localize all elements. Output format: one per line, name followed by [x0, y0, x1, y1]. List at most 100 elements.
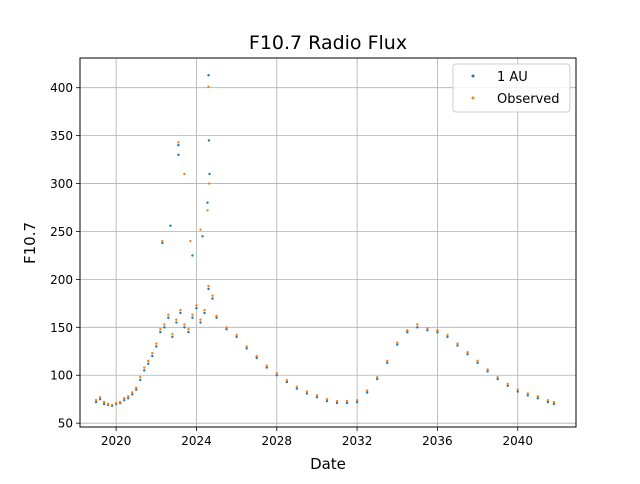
data-point	[207, 139, 211, 142]
data-point	[345, 401, 349, 405]
data-point	[365, 391, 369, 394]
axes-frame	[79, 57, 577, 428]
data-point	[416, 323, 419, 326]
data-point	[102, 402, 106, 406]
data-point	[135, 388, 138, 391]
data-point	[406, 328, 409, 332]
data-point	[235, 333, 238, 337]
data-point	[526, 394, 530, 397]
data-point	[155, 345, 158, 348]
data-point	[139, 378, 142, 382]
data-point	[305, 392, 309, 395]
data-point	[265, 364, 268, 367]
data-point	[131, 393, 134, 396]
data-point	[102, 400, 106, 404]
data-point	[516, 388, 519, 391]
data-point	[416, 326, 419, 329]
chart-title: F10.7 Radio Flux	[249, 32, 407, 54]
data-point	[466, 351, 469, 354]
data-point	[143, 366, 146, 369]
data-point	[195, 304, 198, 307]
data-point	[177, 153, 180, 157]
x-tick-label: 2040	[502, 434, 533, 448]
data-point	[456, 344, 459, 347]
data-point	[396, 341, 399, 344]
x-tick-label: 2024	[181, 434, 212, 448]
y-tick-label: 350	[50, 129, 73, 143]
data-point	[255, 356, 258, 360]
data-point	[552, 400, 556, 404]
data-point	[183, 172, 186, 176]
data-point	[496, 375, 499, 379]
data-point	[396, 343, 399, 346]
data-point	[179, 308, 182, 312]
data-point	[315, 394, 319, 397]
data-point	[171, 335, 174, 339]
data-point	[207, 74, 210, 77]
series-observed	[94, 85, 556, 407]
data-point	[386, 359, 389, 363]
data-point	[506, 384, 509, 387]
data-point	[151, 352, 154, 355]
data-point	[131, 391, 134, 394]
y-tick-label: 250	[50, 225, 73, 239]
data-point	[135, 386, 138, 389]
legend-marker-observed	[471, 96, 475, 100]
data-point	[203, 311, 206, 315]
data-point	[163, 326, 166, 329]
data-point	[122, 398, 126, 402]
data-point	[275, 374, 278, 377]
data-point	[355, 398, 359, 402]
data-point	[305, 390, 309, 393]
data-point	[98, 396, 102, 399]
data-point	[143, 369, 146, 372]
data-point	[546, 398, 550, 402]
data-point	[245, 347, 248, 350]
data-point	[335, 399, 339, 403]
data-point	[426, 327, 429, 330]
data-point	[486, 368, 489, 371]
data-point	[211, 294, 214, 297]
data-point	[365, 389, 369, 392]
data-point	[386, 361, 389, 364]
data-point	[355, 400, 359, 404]
data-point	[203, 308, 206, 312]
data-point	[161, 239, 164, 243]
data-point	[207, 284, 210, 288]
data-point	[171, 332, 174, 336]
legend-frame	[452, 63, 571, 113]
data-point	[94, 398, 98, 402]
data-point	[169, 224, 172, 227]
data-point	[155, 342, 158, 345]
legend-label-observed: Observed	[497, 92, 560, 107]
data-point	[536, 395, 540, 398]
data-point	[285, 380, 289, 384]
legend-label-1au: 1 AU	[497, 70, 528, 85]
data-point	[211, 297, 214, 300]
data-point	[167, 313, 170, 317]
x-axis-label: Date	[310, 455, 346, 473]
data-point	[201, 235, 204, 238]
data-point	[536, 397, 540, 400]
data-point	[456, 342, 459, 345]
data-point	[446, 333, 449, 337]
y-axis-ticks: 50 100 150 200 250 300 350 400	[50, 81, 80, 431]
data-point	[191, 254, 194, 257]
data-point	[106, 402, 110, 406]
data-point	[285, 378, 289, 382]
data-point	[175, 318, 178, 321]
data-point	[245, 345, 248, 348]
data-point	[94, 400, 98, 404]
data-point	[225, 326, 228, 329]
data-point	[345, 399, 349, 403]
data-point	[255, 354, 258, 358]
y-tick-label: 200	[50, 273, 73, 287]
data-point	[295, 387, 299, 390]
data-point	[526, 392, 530, 395]
data-point	[215, 316, 218, 319]
data-point	[295, 385, 299, 388]
data-point	[476, 361, 479, 364]
data-point	[546, 400, 550, 404]
data-point	[436, 328, 439, 332]
